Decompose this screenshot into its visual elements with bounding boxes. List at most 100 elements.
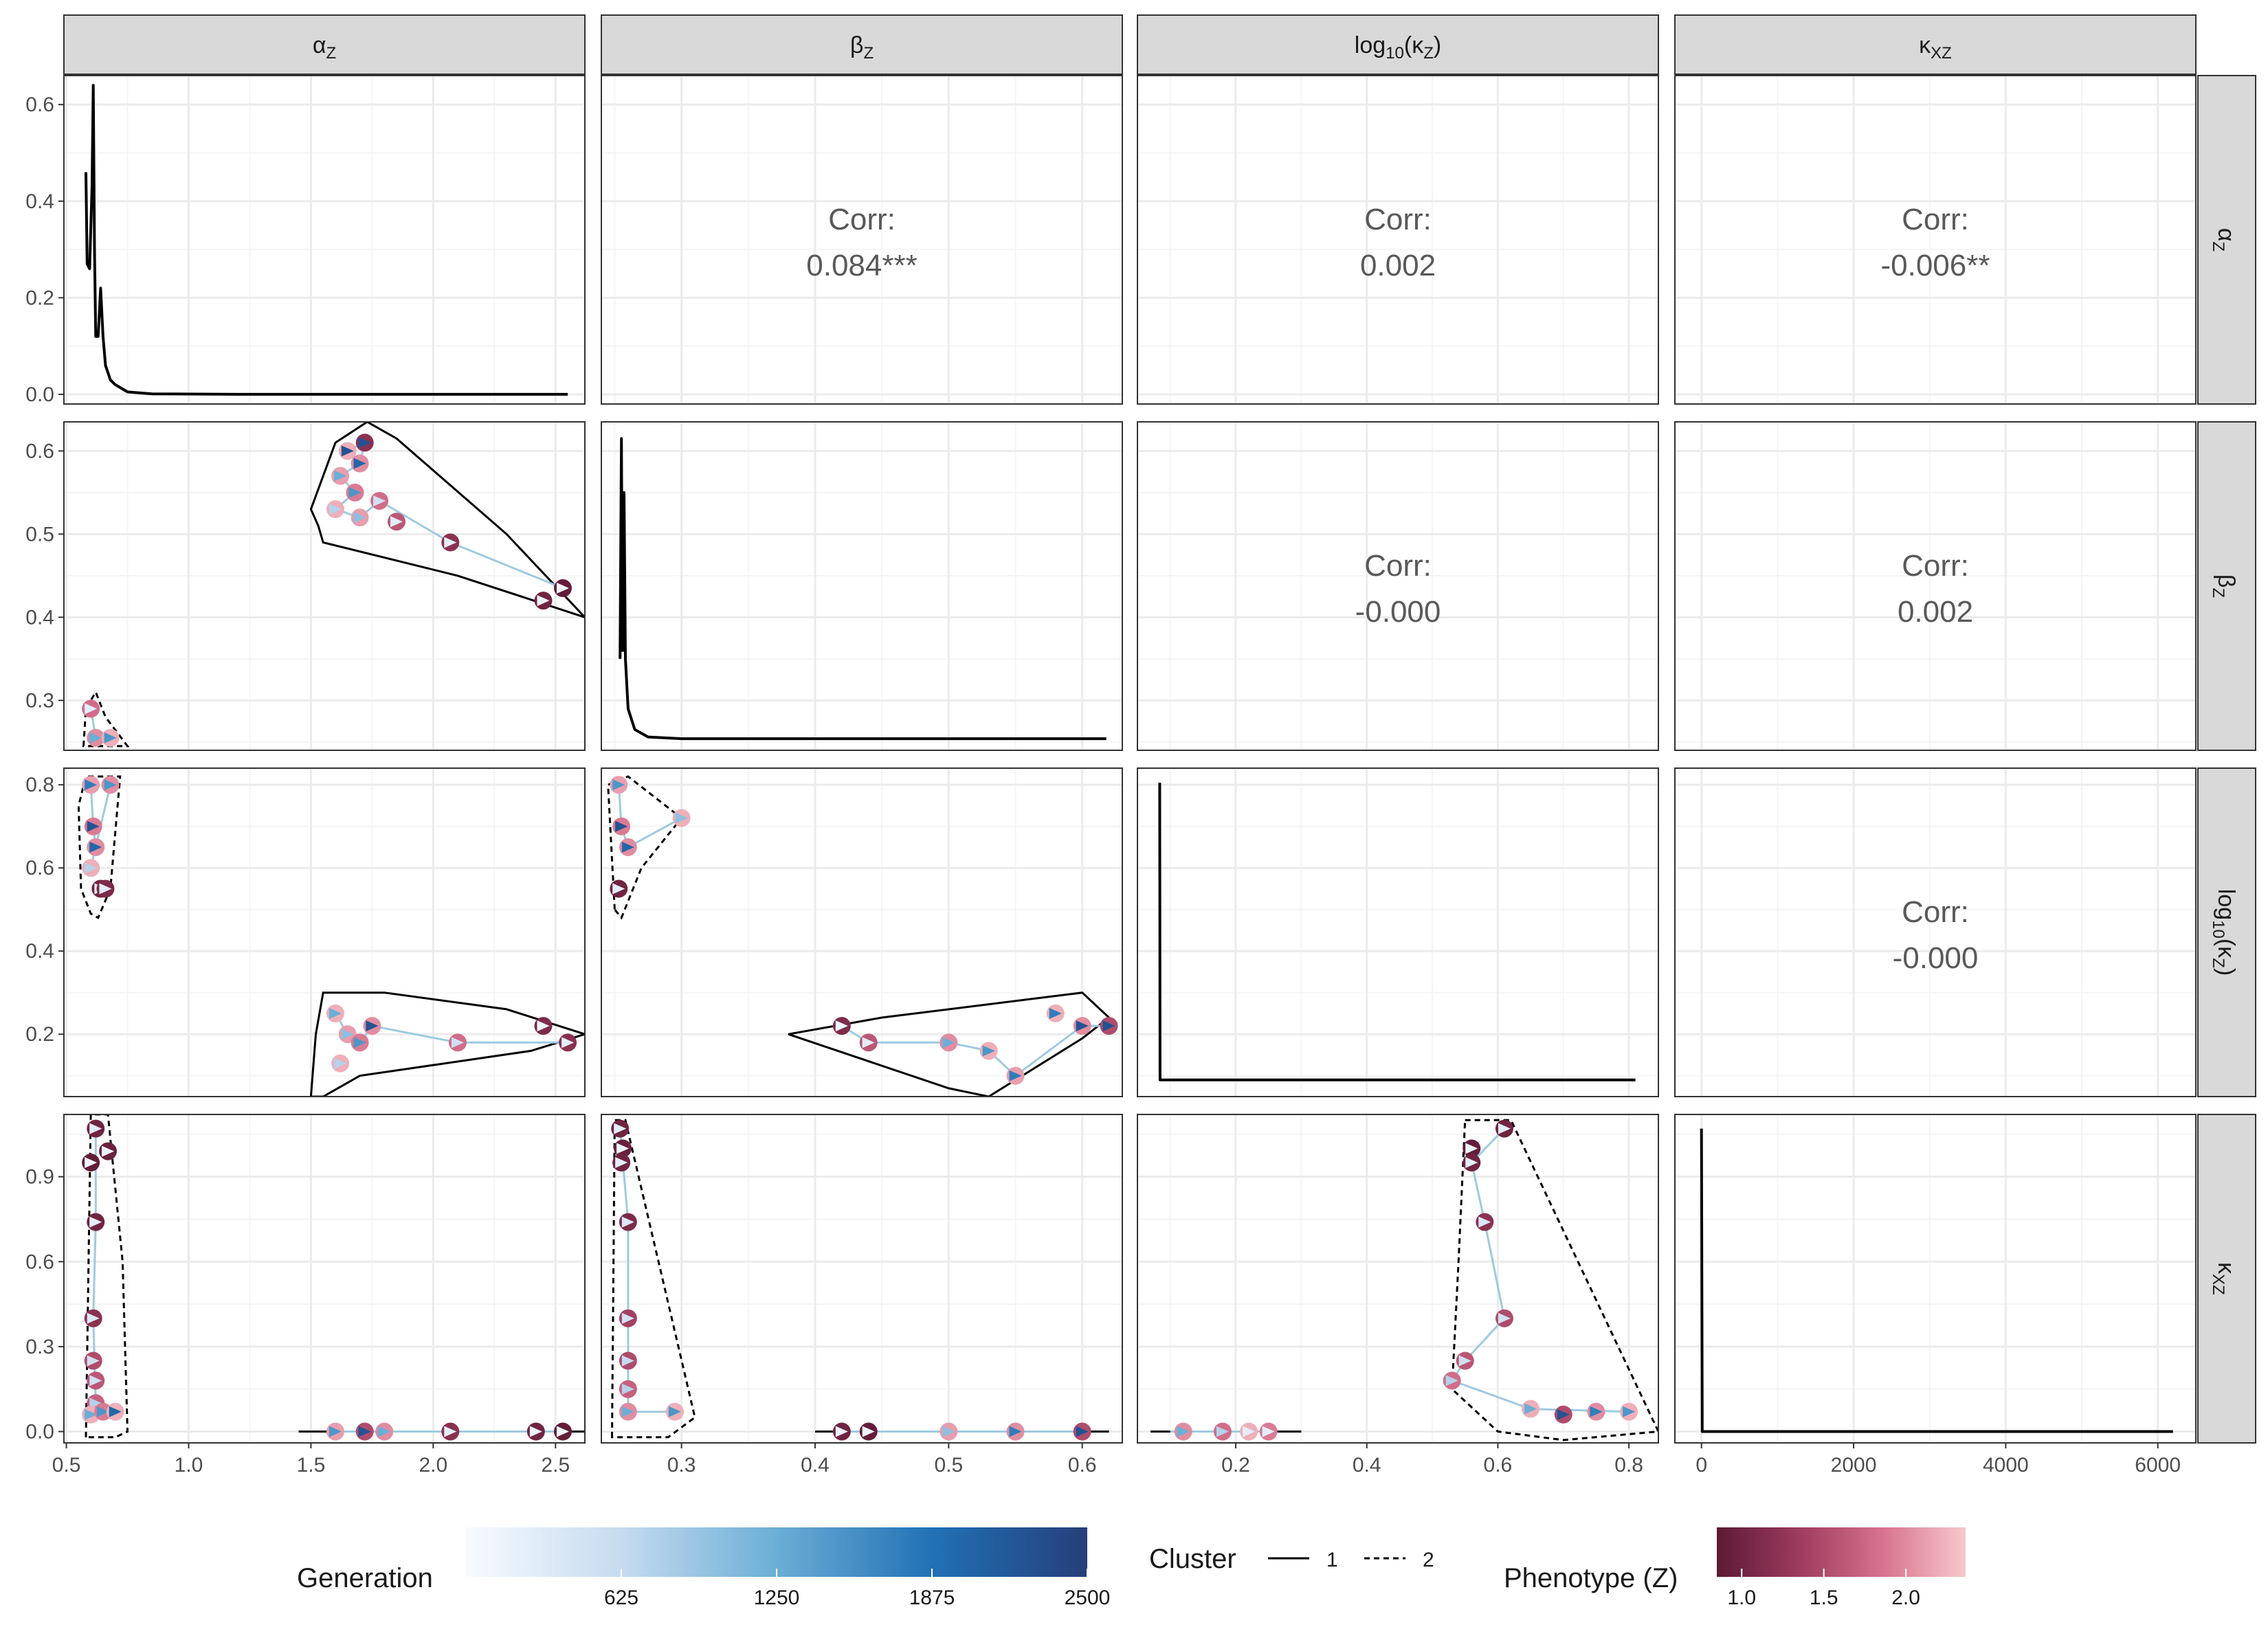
strip-label-sub2: Z [2209,958,2227,968]
generation-arrow [1458,1355,1471,1367]
generation-arrow [358,1426,371,1437]
generation-arrow [102,1145,115,1157]
strip-label: κXZ [1919,32,1952,63]
generation-arrow [89,1375,102,1387]
top-strip-2 [1137,14,1659,75]
scatter-layer [82,1114,585,1441]
panel-3-0 [64,1114,585,1443]
strip-label-sub: XZ [2209,1274,2227,1295]
corr-value: 0.002 [1360,249,1436,282]
panel-border [1137,421,1659,751]
generation-arrow [329,1007,342,1019]
panel-bg [1675,1114,2196,1443]
panel-border [601,1114,1123,1444]
corr-value: -0.006** [1880,249,1990,282]
generation-arrow [537,1020,550,1032]
panel-bg [64,768,585,1097]
panel-1-2: Corr: -0.000 [1137,422,1658,750]
generation-arrow [390,516,403,528]
strip-label-main: κ [2213,1262,2239,1275]
panel-border [63,421,586,751]
panel-grid [1675,768,2196,1097]
generation-arrow [1498,1123,1511,1134]
generation-arrow [89,1216,102,1228]
strip-label-main: α [313,32,326,58]
panel-1-3: Corr: 0.002 [1675,422,2196,750]
panel-2-0 [64,768,585,1097]
strip-label: βZ [850,32,874,63]
panel-1-0 [64,422,585,750]
generation-arrow [614,1123,627,1134]
generation-arrow [675,812,688,824]
generation-arrow [1498,1312,1511,1324]
strip-label-main: β [850,32,864,58]
top-strip-0 [63,14,586,75]
corr-label: Corr: [1902,203,1969,236]
generation-arrow [1177,1426,1190,1437]
generation-arrow [529,1426,542,1437]
trajectory-line [1450,1128,1630,1413]
phenotype-legend: Phenotype (Z) 1.0 1.5 2.0 [1504,1527,1966,1609]
panel-border [601,421,1123,751]
strip-label: αZ [2209,228,2239,251]
generation-arrow [1465,1143,1478,1154]
panel-border [1137,75,1659,405]
panel-bg [1137,76,1658,404]
generation-legend-title: Generation [297,1563,433,1593]
panel-border [1137,1114,1659,1444]
strip-label-main: α [2213,228,2239,242]
panel-grid [64,422,585,750]
panel-grid [601,422,1122,750]
generation-arrow [615,820,628,832]
x-tick-label: 0.4 [801,1454,830,1477]
panel-border [1674,421,2197,751]
generation-arrow [1623,1406,1636,1417]
generation-arrow [556,583,569,594]
panel-bg [1137,422,1658,750]
generation-arrow [87,1355,100,1367]
panel-bg [601,422,1122,750]
corr-label: Corr: [1364,203,1432,236]
y-tick-label: 0.2 [25,287,54,309]
panel-bg [1675,422,2196,750]
generation-tick-label: 1875 [909,1586,955,1609]
generation-arrow [621,1312,634,1324]
generation-arrow [612,779,625,791]
panel-border [601,767,1123,1097]
generation-arrow [612,883,625,895]
generation-arrow [862,1426,875,1437]
x-tick-label: 2.5 [541,1454,570,1477]
scatter-layer [610,1119,1109,1441]
generation-arrow [1009,1426,1022,1437]
y-tick-label: 0.6 [25,93,54,116]
top-strip-1 [601,14,1123,75]
generation-arrow [621,841,634,853]
strip-label: log10(κZ) [1355,32,1441,63]
generation-arrow [329,1426,342,1437]
panel-bg [64,1114,585,1443]
generation-arrow [378,1426,391,1437]
panel-0-2: Corr: 0.002 [1137,76,1658,404]
panel-bg [1675,76,2196,404]
strip-label-main: κ [1919,32,1931,58]
panel-1-1 [601,422,1122,750]
generation-arrow [1076,1020,1089,1032]
corr-label: Corr: [1364,549,1432,583]
corr-label: Corr: [1902,549,1969,583]
corr-value: 0.084*** [806,249,917,282]
y-tick-label: 0.0 [25,1421,54,1444]
strip-label: log10(κZ) [2209,889,2239,976]
panel-3-1 [601,1114,1122,1443]
x-tick-label: 0.3 [667,1454,696,1477]
generation-arrow [87,820,100,832]
x-tick-label: 0.5 [52,1454,81,1477]
generation-arrow [96,1406,109,1417]
y-tick-label: 0.6 [25,440,54,462]
panel-2-3: Corr: -0.000 [1675,768,2196,1097]
panel-grid [1137,422,1658,750]
strip-label-sub: Z [326,44,336,63]
strip-label-sub: Z [863,44,874,63]
generation-arrow [1590,1406,1603,1417]
y-tick-label: 0.4 [25,606,54,629]
x-tick-label: 0.8 [1614,1454,1643,1477]
